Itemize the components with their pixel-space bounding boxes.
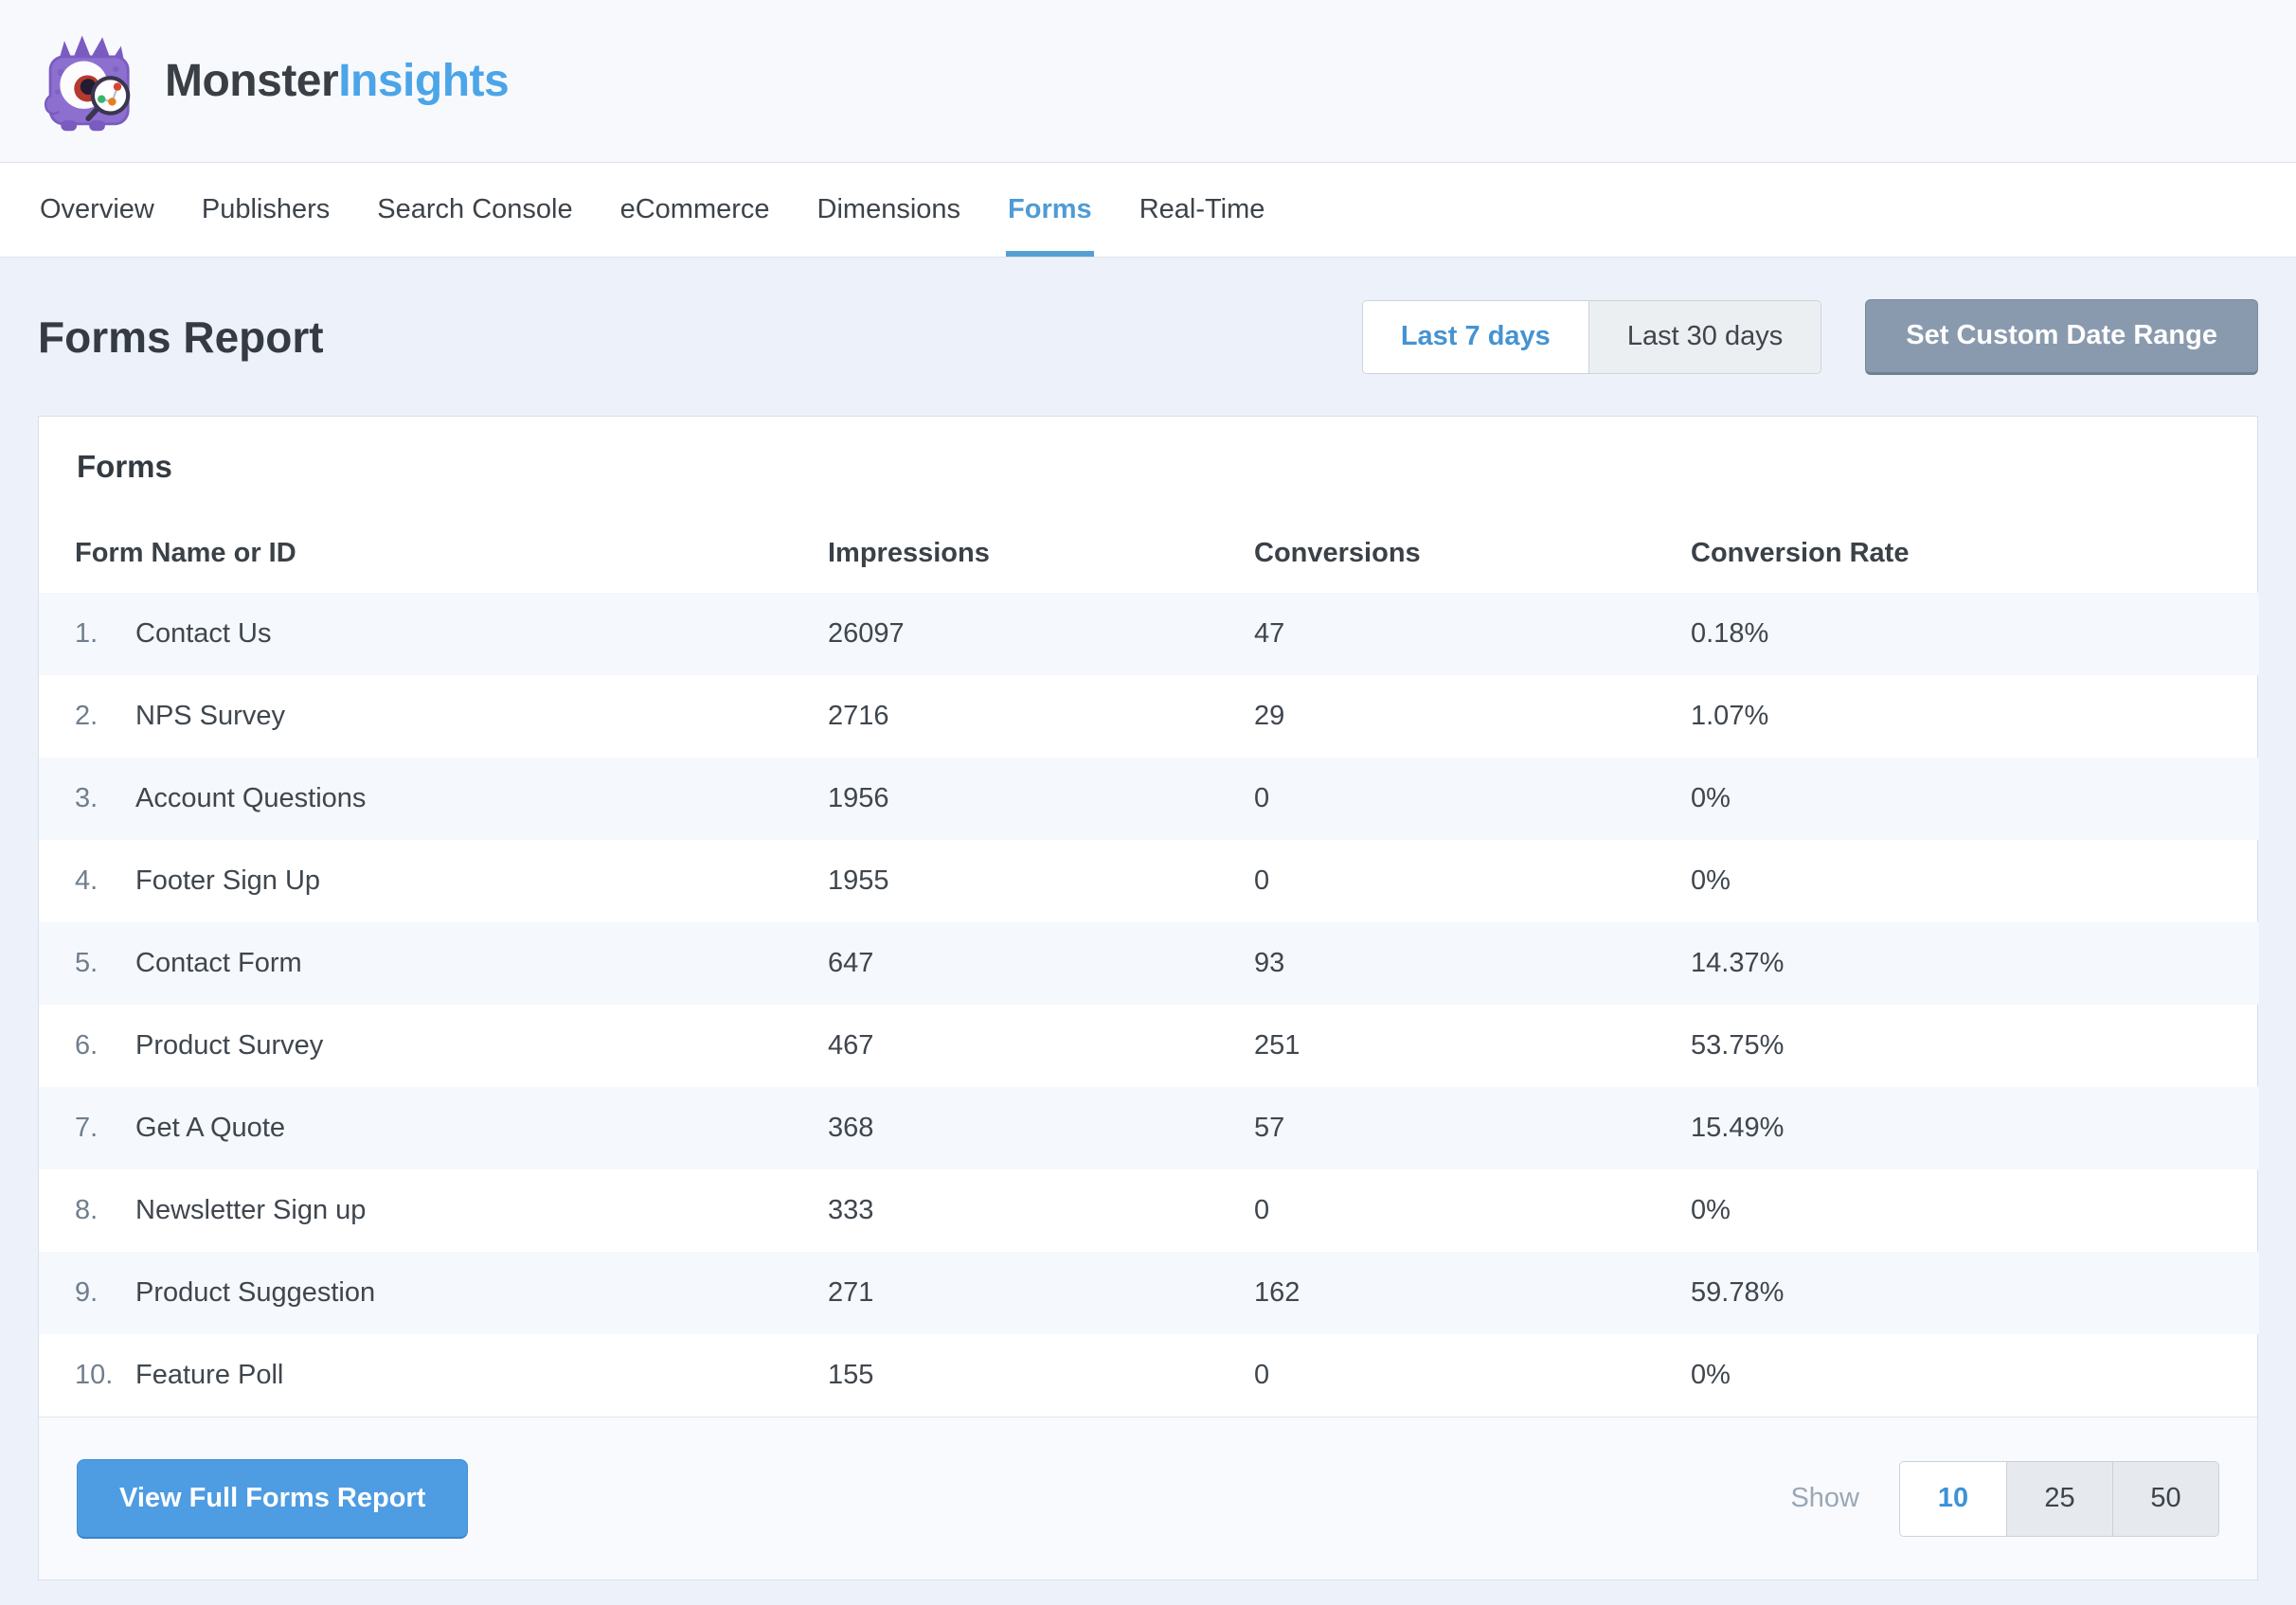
- row-rank: 10.: [75, 1360, 114, 1390]
- column-header-conversion-rate: Conversion Rate: [1691, 537, 1910, 568]
- forms-card-title: Forms: [77, 449, 172, 484]
- title-row: Forms Report Last 7 days Last 30 days Se…: [38, 258, 2258, 416]
- last-30-days-button[interactable]: Last 30 days: [1588, 300, 1821, 373]
- conversion-rate-value: 59.78%: [1691, 1277, 1785, 1308]
- conversion-rate-value: 0%: [1691, 1360, 1731, 1390]
- tab-search-console[interactable]: Search Console: [377, 194, 573, 224]
- conversion-rate-value: 53.75%: [1691, 1030, 1785, 1061]
- brand-header: MonsterInsights: [0, 0, 2296, 163]
- date-controls: Last 7 days Last 30 days Set Custom Date…: [1361, 298, 2258, 375]
- form-name: Newsletter Sign up: [135, 1195, 367, 1225]
- form-name: Product Suggestion: [135, 1277, 376, 1308]
- conversions-value: 0: [1254, 865, 1270, 896]
- form-name: Product Survey: [135, 1030, 324, 1061]
- table-row: 8. Newsletter Sign up 333 0 0%: [39, 1169, 2259, 1252]
- impressions-value: 271: [828, 1277, 874, 1308]
- impressions-value: 2716: [828, 701, 889, 731]
- row-rank: 1.: [75, 618, 99, 649]
- conversion-rate-value: 0.18%: [1691, 618, 1769, 649]
- column-header-form-name: Form Name or ID: [75, 537, 296, 568]
- row-rank: 6.: [75, 1030, 99, 1061]
- show-50-button[interactable]: 50: [2112, 1461, 2218, 1536]
- impressions-value: 368: [828, 1113, 874, 1143]
- forms-card-footer: View Full Forms Report Show 10 25 50: [39, 1417, 2257, 1579]
- impressions-value: 467: [828, 1030, 874, 1061]
- conversions-value: 57: [1254, 1113, 1285, 1143]
- conversions-value: 47: [1254, 618, 1285, 649]
- conversions-value: 93: [1254, 948, 1285, 978]
- tab-overview[interactable]: Overview: [40, 194, 154, 224]
- show-rows-segmented: 10 25 50: [1899, 1460, 2219, 1537]
- impressions-value: 155: [828, 1360, 874, 1390]
- column-header-conversions: Conversions: [1254, 537, 1421, 568]
- conversions-value: 0: [1254, 1195, 1270, 1225]
- table-row: 1. Contact Us 26097 47 0.18%: [39, 593, 2259, 675]
- page-title: Forms Report: [38, 312, 324, 362]
- show-25-button[interactable]: 25: [2006, 1461, 2112, 1536]
- conversions-value: 0: [1254, 783, 1270, 813]
- row-rank: 3.: [75, 783, 99, 813]
- impressions-value: 26097: [828, 618, 905, 649]
- brand-wordmark-primary: Monster: [165, 56, 339, 106]
- view-full-forms-report-button[interactable]: View Full Forms Report: [77, 1458, 469, 1539]
- form-name: Footer Sign Up: [135, 865, 321, 896]
- date-range-segmented: Last 7 days Last 30 days: [1361, 299, 1822, 374]
- table-row: 7. Get A Quote 368 57 15.49%: [39, 1087, 2259, 1169]
- conversions-value: 251: [1254, 1030, 1300, 1061]
- impressions-value: 1955: [828, 865, 889, 896]
- impressions-value: 647: [828, 948, 874, 978]
- row-rank: 7.: [75, 1113, 99, 1143]
- table-row: 10. Feature Poll 155 0 0%: [39, 1334, 2259, 1417]
- table-row: 4. Footer Sign Up 1955 0 0%: [39, 840, 2259, 922]
- tab-dimensions[interactable]: Dimensions: [816, 194, 961, 224]
- conversions-value: 0: [1254, 1360, 1270, 1390]
- brand-wordmark: MonsterInsights: [165, 55, 510, 107]
- form-name: Contact Form: [135, 948, 302, 978]
- row-rank: 2.: [75, 701, 99, 731]
- conversion-rate-value: 0%: [1691, 865, 1731, 896]
- table-row: 6. Product Survey 467 251 53.75%: [39, 1005, 2259, 1087]
- table-header-row: Form Name or ID Impressions Conversions …: [39, 513, 2259, 593]
- conversion-rate-value: 0%: [1691, 783, 1731, 813]
- row-rank: 8.: [75, 1195, 99, 1225]
- tab-ecommerce[interactable]: eCommerce: [619, 194, 770, 224]
- conversion-rate-value: 0%: [1691, 1195, 1731, 1225]
- forms-table: Form Name or ID Impressions Conversions …: [39, 513, 2259, 1417]
- table-row: 3. Account Questions 1956 0 0%: [39, 758, 2259, 840]
- table-row: 5. Contact Form 647 93 14.37%: [39, 922, 2259, 1005]
- impressions-value: 333: [828, 1195, 874, 1225]
- column-header-impressions: Impressions: [828, 537, 990, 568]
- form-name: NPS Survey: [135, 701, 285, 731]
- conversion-rate-value: 14.37%: [1691, 948, 1785, 978]
- tab-publishers[interactable]: Publishers: [201, 194, 331, 224]
- show-10-button[interactable]: 10: [1900, 1461, 2006, 1536]
- conversions-value: 162: [1254, 1277, 1300, 1308]
- form-name: Get A Quote: [135, 1113, 285, 1143]
- forms-card: Forms Form Name or ID Impressions Conver…: [38, 416, 2259, 1580]
- conversion-rate-value: 15.49%: [1691, 1113, 1785, 1143]
- table-row: 9. Product Suggestion 271 162 59.78%: [39, 1252, 2259, 1334]
- tab-real-time[interactable]: Real-Time: [1139, 194, 1265, 224]
- row-rank: 5.: [75, 948, 99, 978]
- row-rank: 4.: [75, 865, 99, 896]
- monsterinsights-logo-icon: [44, 34, 131, 131]
- forms-card-head: Forms: [39, 417, 2257, 487]
- show-rows-control: Show 10 25 50: [1790, 1460, 2219, 1537]
- main-content: Forms Report Last 7 days Last 30 days Se…: [0, 258, 2296, 1580]
- tab-forms[interactable]: Forms: [1006, 163, 1094, 257]
- show-label: Show: [1790, 1483, 1859, 1513]
- set-custom-date-range-button[interactable]: Set Custom Date Range: [1865, 298, 2258, 375]
- conversion-rate-value: 1.07%: [1691, 701, 1769, 731]
- conversions-value: 29: [1254, 701, 1285, 731]
- report-nav: Overview Publishers Search Console eComm…: [0, 163, 2296, 258]
- form-name: Contact Us: [135, 618, 272, 649]
- form-name: Account Questions: [135, 783, 367, 813]
- table-row: 2. NPS Survey 2716 29 1.07%: [39, 675, 2259, 758]
- brand-wordmark-secondary: Insights: [338, 56, 510, 106]
- form-name: Feature Poll: [135, 1360, 284, 1390]
- last-7-days-button[interactable]: Last 7 days: [1362, 300, 1589, 373]
- row-rank: 9.: [75, 1277, 99, 1308]
- impressions-value: 1956: [828, 783, 889, 813]
